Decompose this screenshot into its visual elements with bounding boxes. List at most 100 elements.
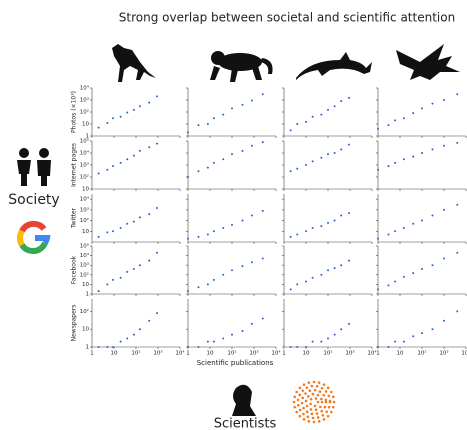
point: [213, 230, 215, 232]
x-tick-label: 10: [303, 351, 310, 357]
point: [187, 176, 189, 178]
point: [387, 124, 389, 126]
point: [156, 312, 158, 314]
dot: [309, 389, 312, 392]
x-tick-label: 10²: [227, 350, 236, 357]
dot: [306, 411, 309, 414]
point: [126, 158, 128, 160]
x-tick-label: 1: [376, 351, 380, 357]
point: [412, 112, 414, 114]
y-tick-label: 10⁵: [80, 243, 89, 250]
point: [222, 338, 224, 340]
point: [112, 279, 114, 281]
axis: [92, 88, 180, 136]
point: [148, 146, 150, 148]
dot: [311, 385, 314, 388]
point: [156, 95, 158, 97]
point: [241, 220, 243, 222]
point: [296, 123, 298, 125]
dot: [308, 420, 311, 423]
point: [412, 272, 414, 274]
point: [387, 234, 389, 236]
dot: [310, 408, 313, 411]
point: [421, 332, 423, 334]
icon-google: [20, 224, 47, 251]
point: [312, 227, 314, 229]
point: [120, 116, 122, 118]
dot: [313, 381, 316, 384]
y-tick-label: 10: [82, 327, 89, 333]
dot: [318, 420, 321, 423]
y-axis-label: Twitter: [71, 207, 78, 229]
point: [377, 169, 379, 171]
point: [394, 119, 396, 121]
x-tick-label: 10²: [323, 350, 332, 357]
point: [456, 310, 458, 312]
icon-wolf: [112, 44, 156, 82]
point: [334, 220, 336, 222]
point: [290, 236, 292, 238]
dot: [319, 390, 322, 393]
dot: [315, 408, 318, 411]
point: [394, 281, 396, 283]
dot: [305, 400, 308, 403]
point: [431, 148, 433, 150]
dot: [298, 394, 301, 397]
y-tick-label: 10²: [80, 217, 89, 224]
x-tick-label: 1: [282, 351, 286, 357]
dot: [330, 391, 333, 394]
x-tick-label: 10: [111, 351, 118, 357]
point: [348, 144, 350, 146]
y-tick-label: 10: [82, 229, 89, 235]
point: [320, 157, 322, 159]
dot: [310, 398, 313, 401]
point: [320, 341, 322, 343]
point: [133, 268, 135, 270]
point: [340, 100, 342, 102]
dot: [325, 390, 328, 393]
point: [148, 213, 150, 215]
y-tick-label: 10: [82, 282, 89, 288]
point: [148, 102, 150, 104]
dot: [312, 393, 315, 396]
point: [312, 116, 314, 118]
point: [197, 124, 199, 126]
x-tick-label: 10²: [417, 350, 426, 357]
dot: [320, 410, 323, 413]
dot: [327, 387, 330, 390]
point: [120, 341, 122, 343]
point: [207, 167, 209, 169]
point: [98, 290, 100, 292]
dot: [304, 392, 307, 395]
axis: [284, 299, 372, 347]
point: [251, 323, 253, 325]
point: [197, 236, 199, 238]
dot: [317, 416, 320, 419]
dot: [297, 404, 300, 407]
point: [106, 122, 108, 124]
point: [327, 109, 329, 111]
x-tick-label: 10⁴: [271, 350, 281, 357]
x-tick-label: 10⁴: [175, 350, 185, 357]
dot: [317, 394, 320, 397]
point: [231, 334, 233, 336]
point: [133, 155, 135, 157]
dot: [327, 415, 330, 418]
icon-primate: [210, 51, 273, 82]
point: [207, 123, 209, 125]
dot: [327, 395, 330, 398]
point: [296, 234, 298, 236]
point: [98, 127, 100, 129]
point: [241, 104, 243, 106]
point: [112, 165, 114, 167]
dot: [307, 395, 310, 398]
point: [112, 346, 114, 348]
point: [421, 268, 423, 270]
icon-people: [17, 148, 51, 186]
x-tick-label: 10³: [153, 350, 162, 357]
point: [403, 117, 405, 119]
point: [412, 335, 414, 337]
point: [290, 346, 292, 348]
x-tick-label: 10: [207, 351, 214, 357]
point: [443, 209, 445, 211]
